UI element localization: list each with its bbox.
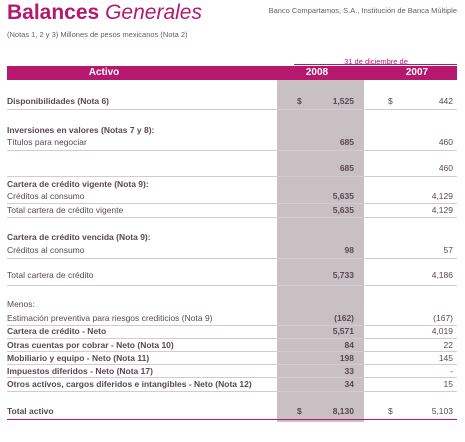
table-row: Menos:: [7, 298, 457, 310]
value-2008: 8,130: [332, 406, 354, 416]
date-underline: [294, 64, 457, 65]
total-divider: [7, 419, 457, 420]
page-title: Balances Generales: [7, 0, 202, 26]
value-2007: (167): [433, 313, 453, 323]
table-row: Créditos al consumo 5,635 4,129: [7, 190, 457, 202]
table-row: Títulos para negociar 685 460: [7, 136, 457, 148]
row-label: Otras cuentas por cobrar - Neto (Nota 10…: [7, 340, 174, 350]
value-2008: 1,525: [332, 96, 354, 106]
currency-2008: $: [297, 406, 302, 416]
value-2007: 145: [438, 353, 453, 363]
table-row: Impuestos diferidos - Neto (Nota 17) 33 …: [7, 365, 457, 377]
row-label: Disponibilidades (Nota 6): [7, 96, 110, 106]
table-row: Cartera de crédito - Neto 5,571 4,019: [7, 325, 457, 337]
table-row: Inversiones en valores (Notas 7 y 8):: [7, 124, 457, 136]
value-2007: -: [450, 366, 453, 376]
company-name: Banco Compartamos, S.A., Institución de …: [268, 6, 457, 15]
row-divider: [7, 351, 457, 352]
title-bold: Balances: [7, 1, 100, 24]
value-2007: 4,129: [431, 205, 453, 215]
value-2007: 4,019: [431, 326, 453, 336]
row-label: Inversiones en valores (Notas 7 y 8):: [7, 125, 155, 135]
row-label: Cartera de crédito - Neto: [7, 326, 107, 336]
row-label: Estimación preventiva para riesgos credi…: [7, 313, 213, 323]
table-row: Total cartera de crédito 5,733 4,186: [7, 269, 457, 281]
table-row: Mobiliario y equipo - Neto (Nota 11) 198…: [7, 352, 457, 364]
table-row: Otras cuentas por cobrar - Neto (Nota 10…: [7, 339, 457, 351]
row-divider: [7, 377, 457, 378]
column-header-2008: 2008: [305, 67, 329, 78]
value-2008: 5,635: [332, 205, 354, 215]
column-header-activo: Activo: [88, 67, 120, 78]
table-row: Otros activos, cargos diferidos e intang…: [7, 378, 457, 390]
value-2007: 22: [443, 340, 453, 350]
row-divider: [7, 176, 457, 177]
value-2007: 5,103: [431, 406, 453, 416]
currency-2008: $: [297, 96, 302, 106]
value-2008: 84: [344, 340, 354, 350]
value-2008: 5,635: [332, 191, 354, 201]
table-row: Total activo $ 8,130 $ 5,103: [7, 405, 457, 417]
table-row: Créditos al consumo 98 57: [7, 244, 457, 256]
table-row: Total cartera de crédito vigente 5,635 4…: [7, 204, 457, 216]
table-row: Cartera de crédito vigente (Nota 9):: [7, 178, 457, 190]
row-label: Total activo: [7, 406, 54, 416]
value-2008: 685: [339, 163, 354, 173]
row-label: Total cartera de crédito vigente: [7, 205, 124, 215]
currency-2007: $: [388, 96, 393, 106]
value-2008: (162): [334, 313, 354, 323]
value-2008: 34: [344, 379, 354, 389]
value-2007: 57: [443, 245, 453, 255]
row-divider: [7, 364, 457, 365]
subtitle: (Notas 1, 2 y 3) Millones de pesos mexic…: [7, 30, 188, 39]
row-label: Menos:: [7, 299, 35, 309]
value-2008: 685: [339, 137, 354, 147]
table-row: Estimación preventiva para riesgos credi…: [7, 312, 457, 324]
table-row: Disponibilidades (Nota 6) $ 1,525 $ 442: [7, 95, 457, 107]
value-2008: 33: [344, 366, 354, 376]
column-header-2007: 2007: [405, 67, 429, 78]
row-divider: [7, 285, 457, 286]
row-label: Impuestos diferidos - Neto (Nota 17): [7, 366, 153, 376]
row-label: Créditos al consumo: [7, 245, 85, 255]
row-divider: [7, 338, 457, 339]
value-2008: 5,571: [332, 326, 354, 336]
row-label: Cartera de crédito vigente (Nota 9):: [7, 179, 149, 189]
value-2007: 15: [443, 379, 453, 389]
title-light: Generales: [105, 1, 202, 24]
date-label: 31 de diciembre de: [344, 57, 408, 66]
value-2007: 460: [438, 163, 453, 173]
value-2007: 460: [438, 137, 453, 147]
currency-2007: $: [388, 406, 393, 416]
row-label: Mobiliario y equipo - Neto (Nota 11): [7, 353, 150, 363]
row-label: Cartera de crédito vencida (Nota 9):: [7, 232, 151, 242]
table-row: Cartera de crédito vencida (Nota 9):: [7, 231, 457, 243]
row-divider: [7, 150, 457, 151]
row-divider: [7, 217, 457, 218]
value-2007: 442: [438, 96, 453, 106]
row-divider: [7, 325, 457, 326]
value-2008: 98: [344, 245, 354, 255]
row-divider: [7, 391, 457, 392]
row-label: Otros activos, cargos diferidos e intang…: [7, 379, 252, 389]
value-2007: 4,186: [431, 270, 453, 280]
row-label: Títulos para negociar: [7, 137, 87, 147]
row-divider: [7, 203, 457, 204]
row-divider: [7, 109, 457, 110]
value-2008: 5,733: [332, 270, 354, 280]
value-2007: 4,129: [431, 191, 453, 201]
row-label: Créditos al consumo: [7, 191, 85, 201]
row-label: Total cartera de crédito: [7, 270, 94, 280]
table-header: Activo 2008 2007: [7, 66, 457, 80]
column-2008-shade: [277, 80, 364, 422]
row-divider: [7, 258, 457, 259]
value-2008: 198: [339, 353, 354, 363]
table-row: 685 460: [7, 162, 457, 174]
